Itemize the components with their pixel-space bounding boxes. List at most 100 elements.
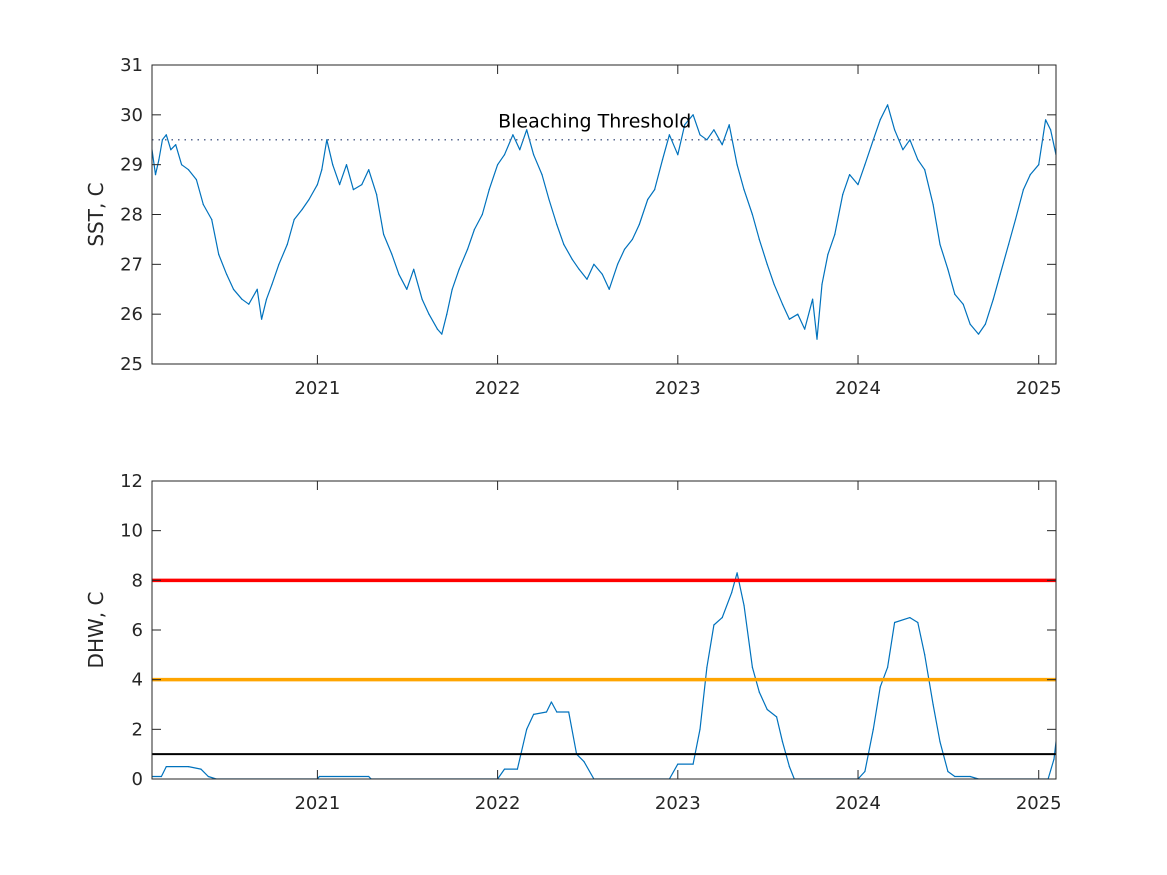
dhw-y-tick-label: 0 [132, 769, 143, 790]
dhw-x-tick-label: 2024 [835, 793, 881, 814]
sst-data-point [781, 303, 784, 305]
sst-data-point [256, 288, 258, 290]
dhw-data-point [583, 761, 585, 763]
sst-data-point [728, 124, 730, 126]
sst-data-point [1014, 218, 1017, 221]
sst-data-point [1029, 174, 1031, 176]
sst-data-point [293, 218, 295, 221]
sst-data-point [391, 253, 393, 255]
sst-data-point [339, 184, 341, 186]
sst-data-point [218, 253, 220, 255]
sst-data-point [751, 213, 754, 216]
dhw-data-point [879, 686, 881, 688]
sst-data-point [563, 243, 565, 245]
sst-data-point [1022, 189, 1024, 191]
dhw-data-point [556, 711, 558, 713]
sst-data-point [977, 333, 980, 335]
dhw-x-tick-label: 2023 [655, 793, 701, 814]
sst-data-point [383, 233, 385, 235]
sst-data-point [879, 119, 881, 121]
sst-data-point [638, 223, 640, 226]
sst-data-point [241, 298, 243, 300]
dhw-data-layer [152, 572, 1056, 779]
sst-data-point [345, 164, 348, 166]
sst-data-point [947, 268, 949, 270]
sst-data-point [248, 303, 250, 305]
sst-data-point [316, 184, 318, 186]
dhw-data-point [788, 766, 791, 768]
sst-data-point [352, 189, 354, 191]
sst-data-point [436, 328, 438, 330]
sst-y-tick-label: 31 [120, 55, 143, 76]
sst-data-point [812, 298, 814, 300]
sst-data-point [413, 268, 415, 270]
dhw-data-point [516, 768, 519, 770]
dhw-x-tick-label: 2022 [475, 793, 521, 814]
sst-data-point [368, 169, 370, 171]
sst-data-point [158, 159, 160, 161]
dhw-data-point [781, 741, 784, 743]
sst-data-point [161, 139, 163, 141]
sst-data-point [969, 323, 971, 325]
sst-data-point [654, 189, 656, 191]
sst-data-point [441, 333, 443, 335]
sst-data-point [170, 149, 172, 151]
sst-data-point [788, 318, 791, 320]
sst-data-point [924, 169, 926, 171]
sst-data-point [488, 189, 490, 191]
sst-data-point [623, 248, 626, 250]
dhw-data-point [533, 713, 535, 716]
sst-data-point [541, 174, 543, 176]
sst-data-point [917, 159, 919, 161]
sst-data-point [473, 228, 475, 231]
sst-data-point [458, 268, 460, 270]
dhw-data-point [706, 666, 708, 668]
sst-data-point [909, 139, 911, 141]
dhw-data-point [677, 763, 679, 765]
sst-data-point [154, 174, 157, 176]
dhw-data-point [1053, 758, 1055, 760]
sst-data-point [466, 248, 469, 250]
sst-x-tick-label: 2025 [1016, 378, 1062, 399]
dhw-panel: 2021 2022 2023 2024 2025 0 2 4 6 8 10 12 DHW, C [84, 471, 1062, 814]
sst-data-point [165, 134, 167, 136]
sst-panel: 2021 2022 2023 2024 2025 25 26 27 28 29 30 31 SST, … [84, 55, 1062, 399]
dhw-data-point [736, 572, 738, 574]
sst-data-point [593, 263, 595, 265]
sst-data-point [232, 288, 235, 290]
sst-data-point [1050, 129, 1052, 131]
dhw-data-point [503, 768, 506, 770]
sst-data-point [706, 139, 708, 141]
sst-data-point [954, 293, 956, 295]
sst-data-point [668, 134, 671, 136]
sst-x-tick-label: 2024 [835, 378, 881, 399]
dhw-data-point [368, 775, 370, 778]
sst-data-point [1008, 243, 1010, 245]
sst-data-point [999, 273, 1001, 275]
dhw-data-point [207, 775, 209, 778]
dhw-data-point [318, 775, 320, 778]
dhw-series-line [152, 572, 1056, 779]
sst-data-point [827, 253, 829, 255]
sst-data-point [261, 318, 263, 320]
sst-data-point [736, 164, 738, 166]
sst-data-point [286, 243, 288, 245]
sst-data-point [601, 273, 603, 275]
dhw-y-tick-label: 12 [120, 471, 143, 492]
dhw-data-point [909, 617, 911, 619]
sst-data-point [992, 298, 994, 300]
sst-data-point [187, 169, 190, 171]
sst-data-point [608, 288, 610, 290]
dhw-y-tick-label: 6 [132, 620, 143, 641]
sst-data-point [497, 164, 499, 166]
dhw-plot-area [152, 572, 1056, 779]
dhw-x-tick-label: 2021 [294, 793, 340, 814]
dhw-data-point [758, 691, 760, 693]
dhw-data-point [187, 766, 190, 768]
sst-data-point [617, 263, 619, 265]
sst-data-point [548, 198, 550, 201]
dhw-data-point [751, 666, 754, 668]
sst-data-point [278, 263, 280, 265]
sst-x-tick-label: 2021 [294, 378, 340, 399]
sst-data-point [406, 288, 408, 290]
